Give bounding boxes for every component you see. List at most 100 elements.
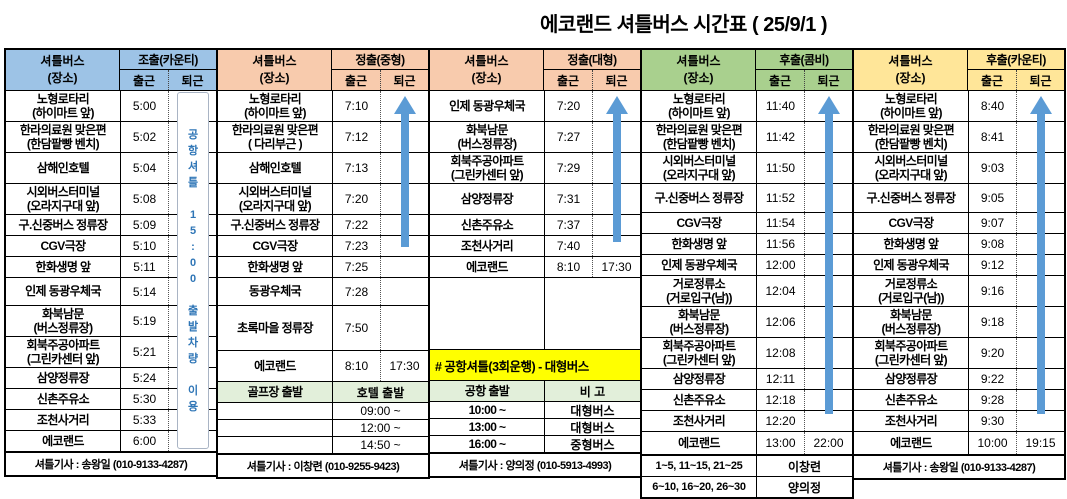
stop-cell: 구.신중버스 정류장 xyxy=(230,217,321,232)
checkin-time-cell: 7:27 xyxy=(544,122,592,152)
table-row: 삼해인호텔 7:13 xyxy=(218,152,428,183)
checkout-time-cell xyxy=(1016,213,1064,233)
table-row: 에코랜드 8:10 17:30 xyxy=(430,256,640,277)
checkin-time-cell: 9:28 xyxy=(968,390,1016,410)
stop-cell: 에코랜드 xyxy=(890,435,932,450)
up-arrow-head xyxy=(606,96,628,114)
stop-cell: 조천사거리 xyxy=(672,413,726,428)
checkout-time-cell xyxy=(168,368,216,388)
table-row: 신촌주유소 9:28 xyxy=(854,389,1064,410)
checkin-time-cell: 7:31 xyxy=(544,184,592,214)
group-header: 셔틀버스 (장소) 조출(카운티) 출근 퇴근 xyxy=(6,50,216,90)
stop-cell: 거로정류소 (거로입구(남)) xyxy=(666,276,732,305)
stop-cell: 삼해인호텔 xyxy=(248,160,302,175)
stop-cell: CGV극장 xyxy=(676,215,722,230)
table-row: 16:00 ~ 중형버스 xyxy=(430,435,640,453)
shuttle-place-header: 셔틀버스 (장소) xyxy=(6,50,120,90)
checkin-time-cell: 7:28 xyxy=(332,278,380,305)
table-row: 한라의료원 맞은편 ( 다리부근 ) 7:12 xyxy=(218,121,428,152)
checkout-time-cell xyxy=(380,153,428,183)
table-row: 회북주공아파트 (그린카센터 앞) 9:20 xyxy=(854,337,1064,368)
stop-cell: 신촌주유소 xyxy=(884,392,938,407)
stop-cell: 노형로타리 (하이마트 앞) xyxy=(668,91,730,120)
table-row: 인제 동광우체국 5:14 xyxy=(6,277,216,305)
stop-cell: 회북주공아파트 (그린카센터 앞) xyxy=(450,153,524,182)
table-row: 화북남문 (버스정류장) 5:19 xyxy=(6,305,216,336)
table-row: 에코랜드 13:00 22:00 xyxy=(642,431,852,454)
table-row: CGV극장 11:54 xyxy=(642,212,852,233)
stop-cell: 노형로타리 (하이마트 앞) xyxy=(244,91,306,120)
shift-title: 정출(대형) xyxy=(544,50,640,70)
table-row: 인제 동광우체국 12:00 xyxy=(642,254,852,275)
time-subheader-row: 출근 퇴근 xyxy=(332,70,428,90)
checkin-time-cell: 11:50 xyxy=(756,153,804,183)
checkout-time-cell xyxy=(168,410,216,430)
checkout-time-cell xyxy=(592,153,640,183)
checkin-time-cell: 8:10 xyxy=(544,257,592,277)
table-row: 골프장 출발 호텔 출발 xyxy=(218,381,428,402)
table-row: 거로정류소 (거로입구(남)) 12:04 xyxy=(642,275,852,306)
checkout-time-cell xyxy=(168,122,216,152)
table-row: 구.신중버스 정류장 7:22 xyxy=(218,214,428,235)
checkin-time-cell: 5:10 xyxy=(120,236,168,256)
stop-cell: 노형로타리 (하이마트 앞) xyxy=(32,91,94,120)
table-row: 구.신중버스 정류장 9:05 xyxy=(854,183,1064,212)
schedule-group-late-county: 셔틀버스 (장소) 후출(카운티) 출근 퇴근 노형로타리 (하이마트 앞) 8:40 한라… xyxy=(852,48,1066,480)
shuttle-place-header: 셔틀버스 (장소) xyxy=(430,50,544,90)
checkout-time-cell xyxy=(380,236,428,256)
checkout-col-header: 퇴근 xyxy=(1016,70,1064,90)
time-subheader-row: 출근 퇴근 xyxy=(756,70,852,90)
table-row: 회북주공아파트 (그린카센터 앞) 7:29 xyxy=(430,152,640,183)
checkout-time-cell xyxy=(804,369,852,389)
checkin-time-cell: 7:22 xyxy=(332,215,380,235)
checkout-time-cell xyxy=(1016,338,1064,368)
stop-cell: 시외버스터미널 (오라지구대 앞) xyxy=(26,184,100,213)
schedule-group-mid-large: 셔틀버스 (장소) 정출(대형) 출근 퇴근 인제 동광우체국 7:20 화북남문 (버스정… xyxy=(428,48,642,478)
checkin-time-cell: 8:10 xyxy=(332,351,380,381)
checkout-time-cell xyxy=(1016,276,1064,306)
shift-title: 후출(카운티) xyxy=(968,50,1064,70)
stop-cell: CGV극장 xyxy=(40,238,86,253)
checkout-time-cell xyxy=(804,91,852,121)
driver-footer: 셔틀기사 : 송왕일 (010-9133-4287) xyxy=(6,451,216,475)
stop-cell: 한라의료원 맞은편 (한담팥빵 벤치) xyxy=(867,122,955,151)
stop-cell: 골프장 출발 xyxy=(218,382,332,402)
table-row: CGV극장 7:23 xyxy=(218,235,428,256)
stop-cell: 공항 출발 xyxy=(430,381,544,401)
checkout-time-cell xyxy=(1016,122,1064,152)
stop-cell: 인제 동광우체국 xyxy=(25,284,101,299)
checkout-time-cell xyxy=(168,184,216,214)
checkin-time-cell: 12:11 xyxy=(756,369,804,389)
span-cell: 이창련 xyxy=(756,456,852,476)
stop-cell xyxy=(218,437,332,453)
checkin-time-cell: 12:00 xyxy=(756,255,804,275)
checkin-time-cell: 7:10 xyxy=(332,91,380,121)
span-cell: 중형버스 xyxy=(544,436,640,453)
checkout-time-cell xyxy=(168,153,216,183)
span-cell: 호텔 출발 xyxy=(332,382,428,402)
table-row: 시외버스터미널 (오라지구대 앞) 9:03 xyxy=(854,152,1064,183)
checkout-time-cell xyxy=(592,91,640,121)
stop-cell: 인제 동광우체국 xyxy=(661,257,737,272)
stop-cell: 에코랜드 xyxy=(466,259,508,274)
table-row: 노형로타리 (하이마트 앞) 8:40 xyxy=(854,90,1064,121)
shuttle-place-header: 셔틀버스 (장소) xyxy=(218,50,332,90)
checkout-time-cell xyxy=(1016,91,1064,121)
checkin-time-cell: 7:37 xyxy=(544,215,592,235)
checkout-time-cell xyxy=(592,236,640,256)
checkin-time-cell: 5:08 xyxy=(120,184,168,214)
table-row: 에코랜드 6:00 xyxy=(6,430,216,451)
checkout-col-header: 퇴근 xyxy=(380,70,428,90)
stop-cell: 화북남문 (버스정류장) xyxy=(457,122,518,151)
checkin-time-cell: 7:23 xyxy=(332,236,380,256)
checkout-col-header: 퇴근 xyxy=(804,70,852,90)
shift-title: 정출(중형) xyxy=(332,50,428,70)
checkout-time-cell xyxy=(168,91,216,121)
stop-cell: 화북남문 (버스정류장) xyxy=(881,307,942,336)
schedule-group-mid-medium: 셔틀버스 (장소) 정출(중형) 출근 퇴근 노형로타리 (하이마트 앞) 7:10 한라의… xyxy=(216,48,430,479)
table-row: 시외버스터미널 (오라지구대 앞) 11:50 xyxy=(642,152,852,183)
stop-cell: 에코랜드 xyxy=(254,358,296,373)
group-header: 셔틀버스 (장소) 정출(중형) 출근 퇴근 xyxy=(218,50,428,90)
checkout-time-cell xyxy=(804,234,852,254)
stop-cell: 에코랜드 xyxy=(678,435,720,450)
